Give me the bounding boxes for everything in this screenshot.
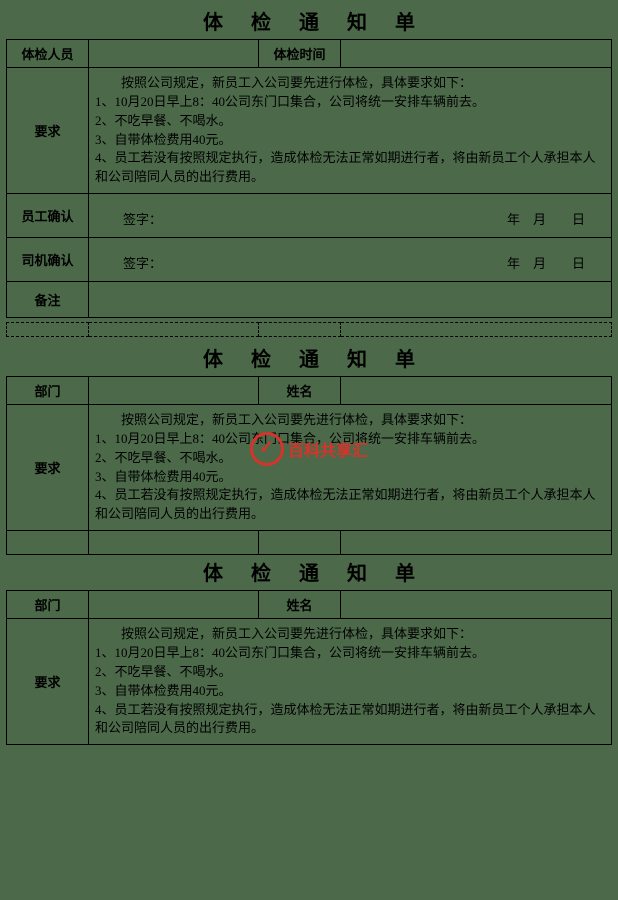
req-line-3-2: 2、不吃早餐、不喝水。: [95, 663, 605, 682]
remark-value: [89, 282, 612, 318]
dept-value-3: [89, 591, 259, 619]
req-label-3: 要求: [7, 619, 89, 745]
name-value-3: [341, 591, 612, 619]
person-label: 体检人员: [7, 40, 89, 68]
req-line-1-3: 3、自带体检费用40元。: [95, 131, 605, 150]
req-line-2-3: 3、自带体检费用40元。: [95, 468, 605, 487]
title-2: 体检通知单: [6, 341, 612, 376]
req-line-2-2: 2、不吃早餐、不喝水。: [95, 449, 605, 468]
req-line-1-1: 1、10月20日早上8：40公司东门口集合，公司将统一安排车辆前去。: [95, 93, 605, 112]
req-line-3-3: 3、自带体检费用40元。: [95, 682, 605, 701]
time-label: 体检时间: [259, 40, 341, 68]
blank-2-3: [259, 531, 341, 555]
blank-2-2: [89, 531, 259, 555]
title-1: 体检通知单: [6, 4, 612, 39]
name-label-2: 姓名: [259, 377, 341, 405]
emp-confirm-label: 员工确认: [7, 194, 89, 238]
req-line-2-4: 4、员工若没有按照规定执行，造成体检无法正常如期进行者，将由新员工个人承担本人和…: [95, 486, 605, 524]
form-2: 部门 姓名 要求 按照公司规定，新员工入公司要先进行体检，具体要求如下： 1、1…: [6, 376, 612, 555]
req-intro-1: 按照公司规定，新员工入公司要先进行体检，具体要求如下：: [95, 74, 605, 93]
req-line-3-4: 4、员工若没有按照规定执行，造成体检无法正常如期进行者，将由新员工个人承担本人和…: [95, 701, 605, 739]
driver-sign-date: 年 月 日: [507, 253, 605, 272]
req-content-2: 按照公司规定，新员工入公司要先进行体检，具体要求如下： 1、10月20日早上8：…: [89, 405, 612, 531]
req-intro-2: 按照公司规定，新员工入公司要先进行体检，具体要求如下：: [95, 411, 605, 430]
req-content-1: 按照公司规定，新员工入公司要先进行体检，具体要求如下： 1、10月20日早上8：…: [89, 68, 612, 194]
title-3: 体检通知单: [6, 555, 612, 590]
remark-label: 备注: [7, 282, 89, 318]
dept-label-3: 部门: [7, 591, 89, 619]
name-value-2: [341, 377, 612, 405]
req-label-2: 要求: [7, 405, 89, 531]
blank-2-4: [341, 531, 612, 555]
dashed-divider: [6, 322, 612, 337]
name-label-3: 姓名: [259, 591, 341, 619]
person-value: [89, 40, 259, 68]
req-line-1-2: 2、不吃早餐、不喝水。: [95, 112, 605, 131]
dept-label-2: 部门: [7, 377, 89, 405]
driver-confirm-cell: 签字： 年 月 日: [89, 238, 612, 282]
emp-sign-label: 签字：: [123, 212, 162, 227]
driver-sign-label: 签字：: [123, 256, 162, 271]
req-line-1-4: 4、员工若没有按照规定执行，造成体检无法正常如期进行者，将由新员工个人承担本人和…: [95, 149, 605, 187]
req-content-3: 按照公司规定，新员工入公司要先进行体检，具体要求如下： 1、10月20日早上8：…: [89, 619, 612, 745]
emp-sign-date: 年 月 日: [507, 209, 605, 228]
req-line-2-1: 1、10月20日早上8：40公司东门口集合，公司将统一安排车辆前去。: [95, 430, 605, 449]
dept-value-2: [89, 377, 259, 405]
emp-confirm-cell: 签字： 年 月 日: [89, 194, 612, 238]
req-line-3-1: 1、10月20日早上8：40公司东门口集合，公司将统一安排车辆前去。: [95, 644, 605, 663]
req-label-1: 要求: [7, 68, 89, 194]
form-3: 部门 姓名 要求 按照公司规定，新员工入公司要先进行体检，具体要求如下： 1、1…: [6, 590, 612, 745]
time-value: [341, 40, 612, 68]
req-intro-3: 按照公司规定，新员工入公司要先进行体检，具体要求如下：: [95, 625, 605, 644]
form-1: 体检人员 体检时间 要求 按照公司规定，新员工入公司要先进行体检，具体要求如下：…: [6, 39, 612, 318]
driver-confirm-label: 司机确认: [7, 238, 89, 282]
blank-2-1: [7, 531, 89, 555]
